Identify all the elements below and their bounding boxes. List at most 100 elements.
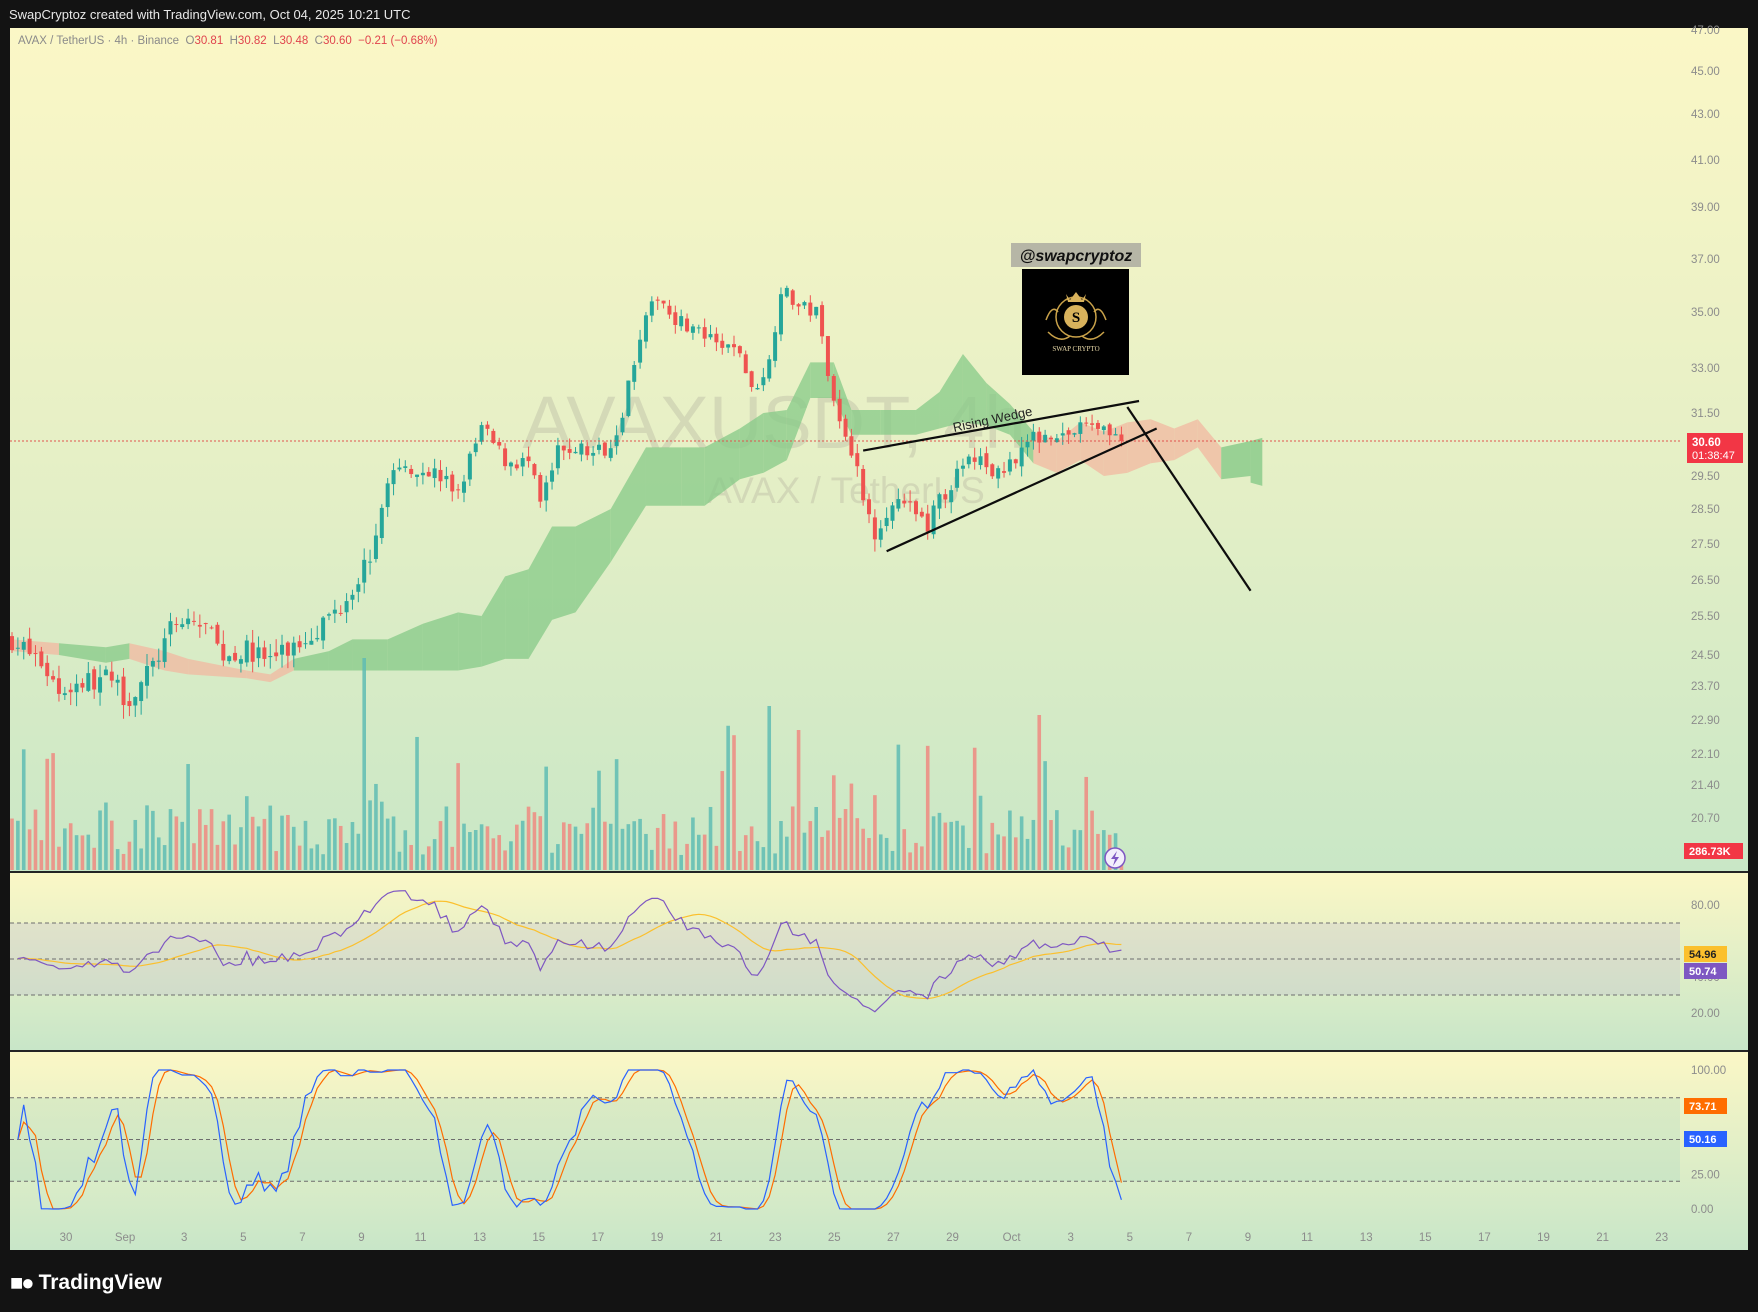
candle[interactable] (661, 300, 666, 304)
candle[interactable] (321, 617, 326, 641)
candle[interactable] (919, 511, 924, 517)
candle[interactable] (890, 505, 895, 521)
candle[interactable] (937, 494, 942, 509)
lightning-icon[interactable] (1104, 847, 1126, 869)
candle[interactable] (350, 594, 355, 600)
candle[interactable] (720, 340, 725, 348)
candle[interactable] (749, 371, 754, 388)
candle[interactable] (280, 644, 285, 655)
candle[interactable] (796, 304, 801, 307)
candle[interactable] (33, 653, 38, 655)
candle[interactable] (68, 689, 73, 693)
candle[interactable] (579, 443, 584, 455)
candle[interactable] (262, 647, 267, 659)
candle[interactable] (127, 701, 132, 707)
candle[interactable] (203, 623, 208, 625)
candle[interactable] (1090, 423, 1095, 425)
candle[interactable] (115, 679, 120, 683)
candle[interactable] (820, 305, 825, 337)
candle[interactable] (643, 315, 648, 342)
candle[interactable] (831, 376, 836, 401)
candle[interactable] (39, 651, 44, 667)
candle[interactable] (461, 481, 466, 493)
candle[interactable] (180, 624, 185, 628)
candle[interactable] (250, 642, 255, 662)
candle[interactable] (702, 327, 707, 339)
candle[interactable] (990, 464, 995, 477)
candle[interactable] (268, 656, 273, 658)
candle[interactable] (1119, 434, 1124, 441)
candle[interactable] (690, 326, 695, 333)
candle[interactable] (632, 365, 637, 382)
candle[interactable] (420, 472, 425, 476)
candle[interactable] (567, 448, 572, 453)
candle[interactable] (315, 637, 320, 640)
candle[interactable] (608, 448, 613, 458)
candle[interactable] (561, 445, 566, 451)
candle[interactable] (197, 624, 202, 627)
candle[interactable] (244, 640, 249, 663)
candle[interactable] (591, 452, 596, 456)
candle[interactable] (45, 662, 50, 677)
candle[interactable] (121, 676, 126, 706)
tradingview-brand[interactable]: ■● TradingView (10, 1270, 162, 1296)
candle[interactable] (925, 513, 930, 532)
candle[interactable] (456, 489, 461, 491)
candle[interactable] (74, 683, 79, 693)
candle[interactable] (538, 474, 543, 502)
candle[interactable] (139, 682, 144, 702)
candle[interactable] (186, 618, 191, 625)
candle[interactable] (62, 693, 67, 696)
candle[interactable] (1025, 441, 1030, 448)
candle[interactable] (1054, 438, 1059, 443)
candle[interactable] (274, 652, 279, 657)
candle[interactable] (415, 474, 420, 477)
candle[interactable] (732, 344, 737, 348)
candle[interactable] (784, 287, 789, 297)
candle[interactable] (326, 614, 331, 616)
candle[interactable] (432, 468, 437, 479)
candle[interactable] (878, 528, 883, 540)
candle[interactable] (497, 442, 502, 446)
candle[interactable] (573, 451, 578, 454)
candle[interactable] (503, 448, 508, 467)
candle[interactable] (737, 346, 742, 354)
candle[interactable] (931, 505, 936, 535)
candle[interactable] (485, 424, 490, 429)
candle[interactable] (685, 318, 690, 332)
candle[interactable] (638, 339, 643, 363)
candle[interactable] (209, 627, 214, 629)
candle[interactable] (303, 643, 308, 645)
candle[interactable] (943, 494, 948, 500)
candle[interactable] (156, 660, 161, 662)
candle[interactable] (221, 643, 226, 661)
candle[interactable] (778, 294, 783, 335)
candle[interactable] (362, 559, 367, 583)
candle[interactable] (614, 435, 619, 447)
candle[interactable] (256, 647, 261, 659)
candle[interactable] (743, 354, 748, 374)
candle[interactable] (514, 464, 519, 469)
wedge-drawings[interactable] (862, 399, 1252, 592)
candle[interactable] (426, 471, 431, 477)
candle[interactable] (978, 456, 983, 466)
candle[interactable] (667, 305, 672, 315)
legend-symbol[interactable]: AVAX / TetherUS · 4h · Binance (18, 35, 180, 47)
candle[interactable] (238, 659, 243, 664)
candlesticks[interactable] (10, 285, 1124, 719)
candle[interactable] (397, 467, 402, 470)
breakdown-projection-line[interactable] (1126, 406, 1252, 592)
candle[interactable] (438, 469, 443, 482)
candle[interactable] (585, 446, 590, 456)
candle[interactable] (51, 676, 56, 680)
candle[interactable] (1043, 434, 1048, 443)
candle[interactable] (790, 290, 795, 305)
candle[interactable] (403, 466, 408, 468)
candle[interactable] (673, 312, 678, 325)
candle[interactable] (1048, 437, 1053, 440)
candle[interactable] (27, 638, 32, 655)
candle[interactable] (133, 697, 138, 706)
candle[interactable] (191, 620, 196, 622)
wedge-upper-line[interactable] (862, 399, 1140, 452)
